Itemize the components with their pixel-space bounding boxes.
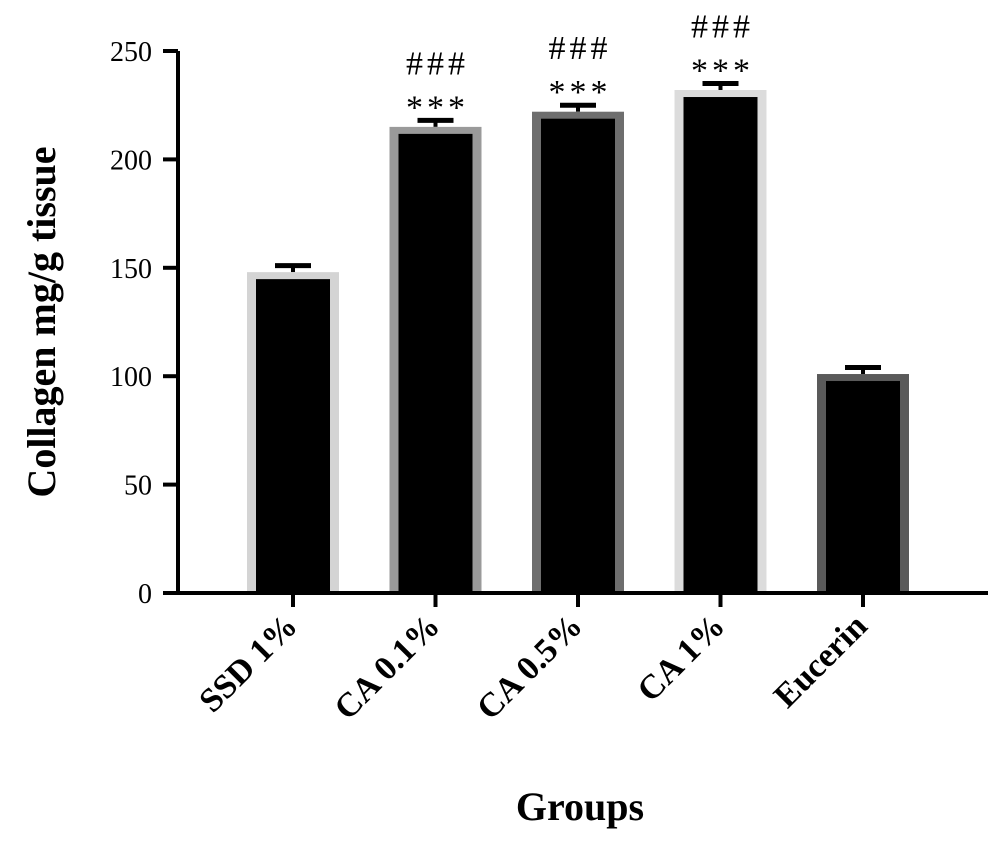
- significance-label-ca-0-1-0: ###: [406, 45, 469, 82]
- y-tick-label-200: 200: [110, 145, 152, 176]
- significance-label-ca-0-5-0: ###: [549, 30, 612, 67]
- y-tick-label-150: 150: [110, 254, 152, 285]
- x-axis-title: Groups: [516, 784, 644, 829]
- y-axis-title: Collagen mg/g tissue: [19, 146, 64, 497]
- bar-ssd-1: [256, 279, 330, 593]
- bar-ca-0-1: [398, 133, 473, 593]
- x-category-label-eucerin: Eucerin: [767, 607, 875, 715]
- bars-layer: [247, 81, 909, 594]
- significance-label-ca-0-1-1: ***: [406, 89, 469, 126]
- ticks-layer: [163, 49, 865, 607]
- bar-eucerin: [826, 381, 900, 593]
- x-category-label-ca-1: CA 1%: [631, 607, 733, 709]
- y-tick-label-250: 250: [110, 37, 152, 68]
- y-tick-label-50: 50: [124, 471, 152, 502]
- x-category-label-ca-0-5: CA 0.5%: [470, 607, 590, 727]
- bar-ca-0-5: [541, 118, 615, 593]
- significance-label-ca-1-0: ###: [691, 9, 754, 46]
- y-tick-label-100: 100: [110, 362, 152, 393]
- bar-ca-1: [683, 97, 758, 594]
- x-category-label-ssd-1: SSD 1%: [192, 607, 304, 719]
- significance-label-ca-0-5-1: ***: [549, 74, 612, 111]
- significance-label-ca-1-1: ***: [691, 53, 754, 90]
- x-category-label-ca-0-1: CA 0.1%: [327, 607, 447, 727]
- axes-layer: [176, 51, 988, 595]
- y-tick-label-0: 0: [138, 579, 152, 610]
